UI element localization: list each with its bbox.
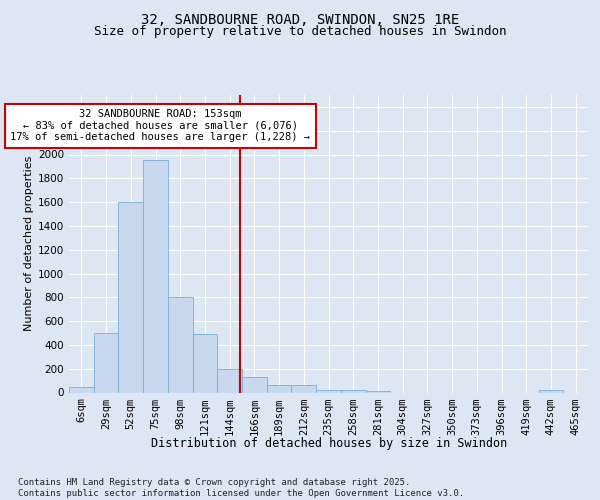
Bar — [267, 385, 292, 392]
Text: Size of property relative to detached houses in Swindon: Size of property relative to detached ho… — [94, 25, 506, 38]
Bar — [94, 333, 118, 392]
Bar — [168, 298, 193, 392]
Bar — [292, 385, 316, 392]
Y-axis label: Number of detached properties: Number of detached properties — [24, 156, 34, 332]
Bar — [118, 202, 143, 392]
Text: 32, SANDBOURNE ROAD, SWINDON, SN25 1RE: 32, SANDBOURNE ROAD, SWINDON, SN25 1RE — [141, 12, 459, 26]
Text: Distribution of detached houses by size in Swindon: Distribution of detached houses by size … — [151, 438, 507, 450]
Text: 32 SANDBOURNE ROAD: 153sqm
← 83% of detached houses are smaller (6,076)
17% of s: 32 SANDBOURNE ROAD: 153sqm ← 83% of deta… — [10, 110, 310, 142]
Bar — [143, 160, 168, 392]
Bar — [217, 368, 242, 392]
Bar — [193, 334, 217, 392]
Bar — [316, 390, 341, 392]
Text: Contains HM Land Registry data © Crown copyright and database right 2025.
Contai: Contains HM Land Registry data © Crown c… — [18, 478, 464, 498]
Bar — [242, 377, 267, 392]
Bar — [69, 386, 94, 392]
Bar — [539, 390, 563, 392]
Bar — [341, 390, 365, 392]
